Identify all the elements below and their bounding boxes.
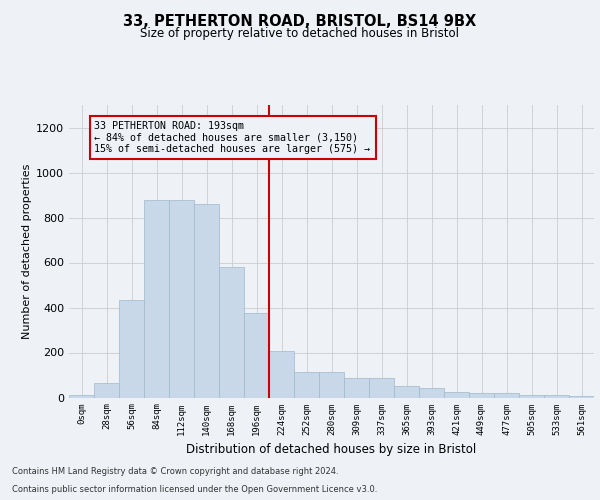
Text: 33, PETHERTON ROAD, BRISTOL, BS14 9BX: 33, PETHERTON ROAD, BRISTOL, BS14 9BX [124, 14, 476, 29]
Bar [269, 352, 294, 398]
Text: Size of property relative to detached houses in Bristol: Size of property relative to detached ho… [140, 28, 460, 40]
Bar [494, 394, 519, 398]
Bar [394, 386, 419, 398]
Bar [94, 383, 119, 398]
Bar [469, 393, 494, 398]
Bar [244, 313, 269, 398]
Text: 33 PETHERTON ROAD: 193sqm
← 84% of detached houses are smaller (3,150)
15% of se: 33 PETHERTON ROAD: 193sqm ← 84% of detac… [95, 121, 371, 154]
Bar [444, 392, 469, 398]
Bar [544, 395, 569, 398]
X-axis label: Distribution of detached houses by size in Bristol: Distribution of detached houses by size … [187, 443, 476, 456]
Bar [294, 372, 319, 398]
Bar [194, 204, 219, 398]
Bar [219, 267, 244, 398]
Bar [569, 396, 594, 398]
Bar [169, 200, 194, 398]
Bar [419, 388, 444, 398]
Bar [69, 395, 94, 398]
Bar [119, 300, 144, 398]
Text: Contains public sector information licensed under the Open Government Licence v3: Contains public sector information licen… [12, 485, 377, 494]
Bar [519, 395, 544, 398]
Y-axis label: Number of detached properties: Number of detached properties [22, 164, 32, 339]
Bar [369, 378, 394, 398]
Text: Contains HM Land Registry data © Crown copyright and database right 2024.: Contains HM Land Registry data © Crown c… [12, 467, 338, 476]
Bar [144, 200, 169, 398]
Bar [319, 372, 344, 398]
Bar [344, 378, 369, 398]
